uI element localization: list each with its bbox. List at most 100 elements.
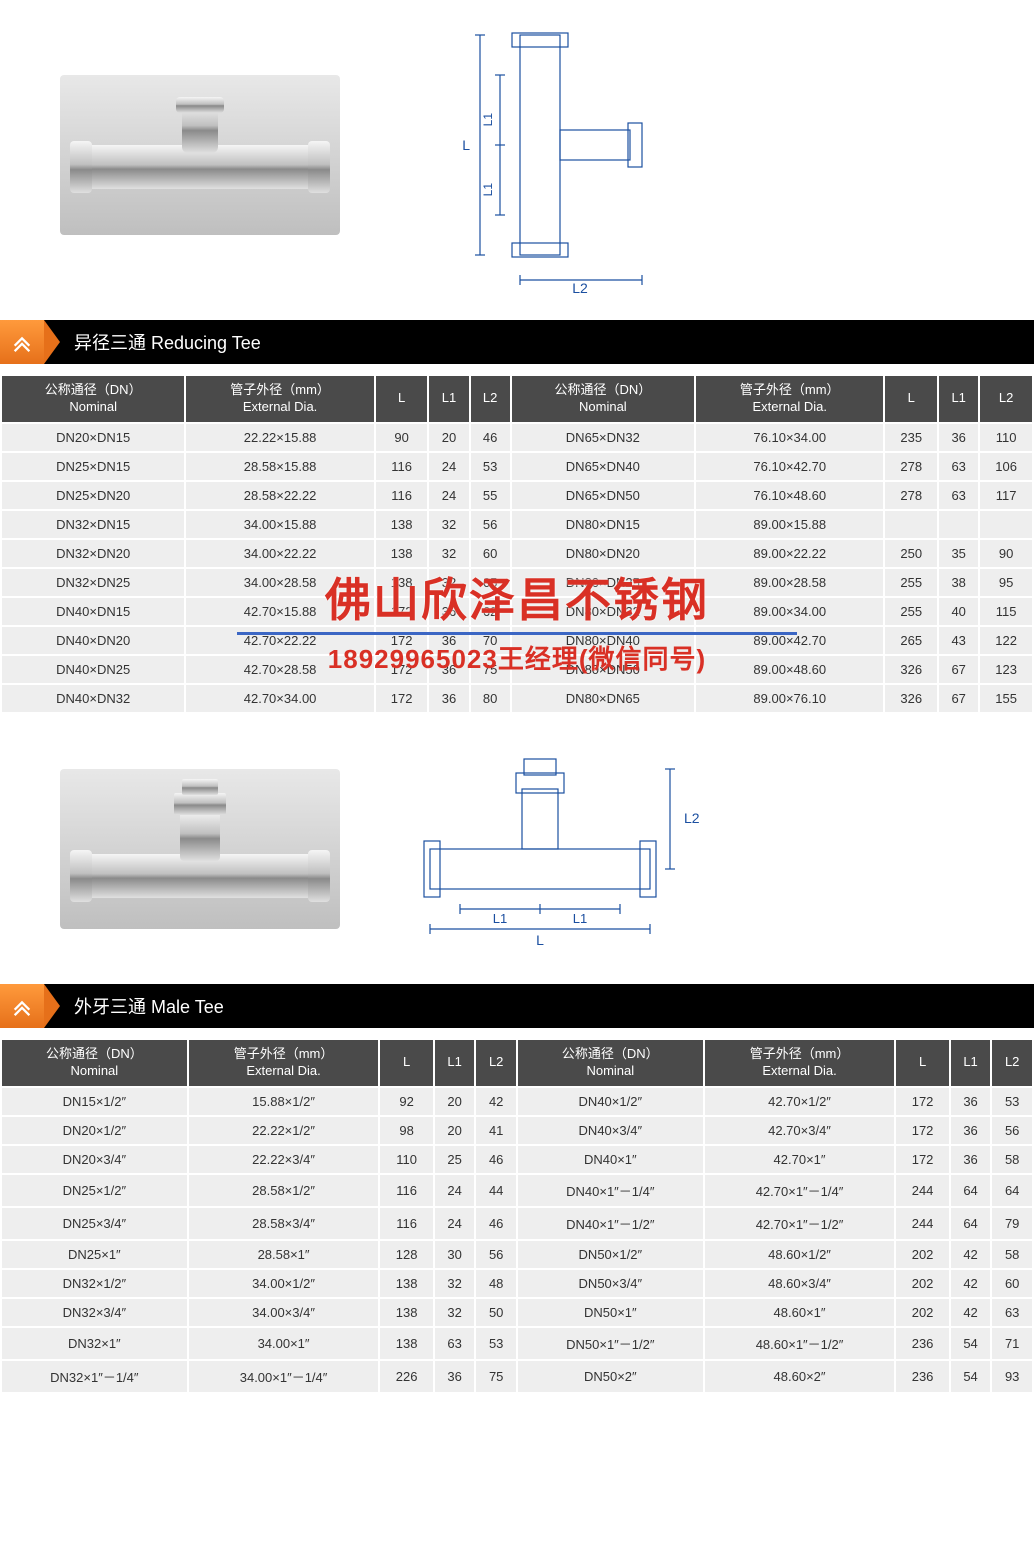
table-cell: 172: [376, 656, 428, 683]
table-cell: 63: [435, 1328, 475, 1359]
reducing-tee-photo: [60, 75, 340, 235]
table-cell: 24: [429, 482, 468, 509]
table-row: DN25×1″28.58×1″1283056DN50×1/2″48.60×1/2…: [2, 1241, 1032, 1268]
table-cell: 92: [380, 1088, 432, 1115]
table-cell: 122: [980, 627, 1032, 654]
th-nominal: 公称通径（DN）Nominal: [2, 376, 184, 422]
table-cell: 89.00×48.60: [696, 656, 883, 683]
table-cell: 255: [885, 598, 937, 625]
table-cell: 235: [885, 424, 937, 451]
table-cell: 128: [380, 1241, 432, 1268]
table-cell: 75: [476, 1361, 516, 1392]
table-cell: 32: [435, 1270, 475, 1297]
table-cell: 42.70×28.58: [186, 656, 373, 683]
table-cell: DN20×3/4″: [2, 1146, 187, 1173]
table-cell: 32: [429, 511, 468, 538]
table-cell: 90: [980, 540, 1032, 567]
table-cell: 236: [896, 1328, 948, 1359]
table-cell: 60: [992, 1270, 1032, 1297]
table-cell: 56: [471, 511, 510, 538]
section1-table: 公称通径（DN）Nominal 管子外径（mm）External Dia. L …: [0, 374, 1034, 714]
table-cell: 34.00×1/2″: [189, 1270, 379, 1297]
table-cell: [980, 511, 1032, 538]
table-cell: 42: [476, 1088, 516, 1115]
table-cell: DN65×DN50: [512, 482, 694, 509]
table-cell: 64: [951, 1208, 991, 1239]
table-cell: 55: [471, 482, 510, 509]
table-cell: 36: [429, 685, 468, 712]
table-cell: 42.70×1/2″: [705, 1088, 895, 1115]
table-cell: 89.00×42.70: [696, 627, 883, 654]
table-cell: DN40×1″－1/4″: [518, 1175, 703, 1206]
table-cell: 64: [992, 1175, 1032, 1206]
table-cell: 110: [380, 1146, 432, 1173]
table-cell: 62: [471, 598, 510, 625]
table-cell: 138: [376, 511, 428, 538]
table-cell: 42.70×1″: [705, 1146, 895, 1173]
table-cell: 89.00×28.58: [696, 569, 883, 596]
male-tee-photo: [60, 769, 340, 929]
table-cell: 202: [896, 1299, 948, 1326]
table-cell: DN80×DN25: [512, 569, 694, 596]
table-cell: 244: [896, 1208, 948, 1239]
th-L2: L2: [476, 1040, 516, 1086]
table-cell: 75: [471, 656, 510, 683]
table-cell: 32: [429, 540, 468, 567]
table-cell: 53: [471, 453, 510, 480]
table-row: DN32×DN1534.00×15.881383256DN80×DN1589.0…: [2, 511, 1032, 538]
table-cell: 76.10×42.70: [696, 453, 883, 480]
table-cell: 50: [476, 1299, 516, 1326]
table-cell: 172: [376, 598, 428, 625]
th-nominal: 公称通径（DN）Nominal: [2, 1040, 187, 1086]
table-cell: DN80×DN20: [512, 540, 694, 567]
table-cell: DN65×DN40: [512, 453, 694, 480]
table-cell: 117: [980, 482, 1032, 509]
table-cell: DN25×DN20: [2, 482, 184, 509]
table-cell: 25: [435, 1146, 475, 1173]
table-cell: 226: [380, 1361, 432, 1392]
table-cell: 34.00×22.22: [186, 540, 373, 567]
table-row: DN15×1/2″15.88×1/2″922042DN40×1/2″42.70×…: [2, 1088, 1032, 1115]
table-row: DN25×3/4″28.58×3/4″1162446DN40×1″－1/2″42…: [2, 1208, 1032, 1239]
table-row: DN32×DN2534.00×28.581383265DN80×DN2589.0…: [2, 569, 1032, 596]
table-cell: 54: [951, 1361, 991, 1392]
table-cell: DN80×DN65: [512, 685, 694, 712]
table-cell: DN80×DN15: [512, 511, 694, 538]
table-cell: 71: [992, 1328, 1032, 1359]
table-cell: 36: [951, 1117, 991, 1144]
table-cell: DN25×DN15: [2, 453, 184, 480]
table-cell: 30: [435, 1241, 475, 1268]
table-row: DN32×1″－1/4″34.00×1″－1/4″2263675DN50×2″4…: [2, 1361, 1032, 1392]
table-cell: 278: [885, 482, 937, 509]
table-cell: 32: [435, 1299, 475, 1326]
table-cell: 89.00×22.22: [696, 540, 883, 567]
table-cell: 46: [476, 1146, 516, 1173]
table-row: DN25×1/2″28.58×1/2″1162444DN40×1″－1/4″42…: [2, 1175, 1032, 1206]
table-cell: 123: [980, 656, 1032, 683]
table-row: DN32×1/2″34.00×1/2″1383248DN50×3/4″48.60…: [2, 1270, 1032, 1297]
table-cell: DN40×1″: [518, 1146, 703, 1173]
table-cell: DN40×1/2″: [518, 1088, 703, 1115]
th-L1: L1: [429, 376, 468, 422]
table-cell: 80: [471, 685, 510, 712]
table-cell: 28.58×15.88: [186, 453, 373, 480]
chevron-up-icon: [0, 320, 44, 364]
table-cell: DN32×1/2″: [2, 1270, 187, 1297]
th-L1-r: L1: [951, 1040, 991, 1086]
table-cell: 36: [435, 1361, 475, 1392]
table-row: DN32×DN2034.00×22.221383260DN80×DN2089.0…: [2, 540, 1032, 567]
table-cell: 34.00×15.88: [186, 511, 373, 538]
table-cell: 42.70×15.88: [186, 598, 373, 625]
table-row: DN32×3/4″34.00×3/4″1383250DN50×1″48.60×1…: [2, 1299, 1032, 1326]
table-cell: 76.10×34.00: [696, 424, 883, 451]
table-cell: 53: [992, 1088, 1032, 1115]
table-cell: 56: [992, 1117, 1032, 1144]
table-cell: 138: [376, 569, 428, 596]
table-cell: 58: [992, 1146, 1032, 1173]
table-cell: 36: [429, 627, 468, 654]
table-cell: 56: [476, 1241, 516, 1268]
table-cell: 255: [885, 569, 937, 596]
table-cell: DN40×1″－1/2″: [518, 1208, 703, 1239]
table-cell: 79: [992, 1208, 1032, 1239]
table-cell: 138: [380, 1270, 432, 1297]
